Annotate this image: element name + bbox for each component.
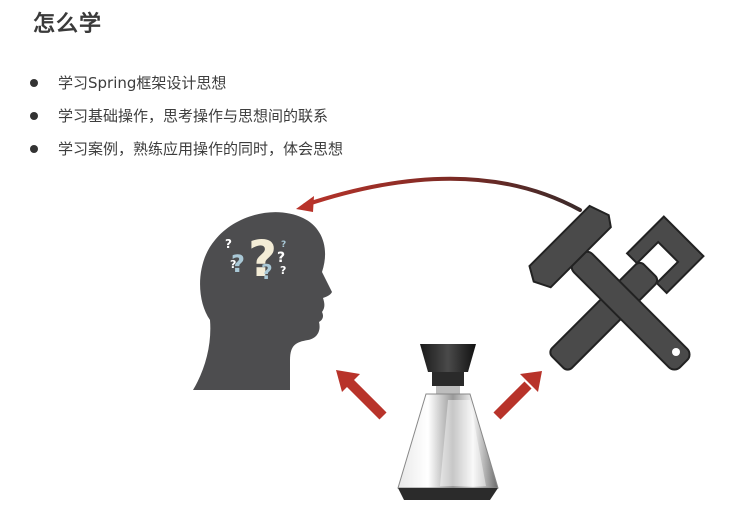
bullet-item: 学习Spring框架设计思想 xyxy=(30,66,343,99)
wrench-hammer-tools-icon xyxy=(528,204,705,371)
bullet-item: 学习案例，熟练应用操作的同时，体会思想 xyxy=(30,132,343,165)
svg-text:?: ? xyxy=(225,237,232,251)
slide-title: 怎么学 xyxy=(33,12,103,37)
svg-text:?: ? xyxy=(230,258,236,271)
arrow-to-tools xyxy=(493,371,542,420)
bullet-dot xyxy=(30,78,38,87)
svg-text:?: ? xyxy=(261,260,273,284)
svg-text:?: ? xyxy=(277,250,285,266)
arrow-to-head xyxy=(336,370,387,420)
svg-text:?: ? xyxy=(280,264,286,277)
bullet-text: 学习案例，熟练应用操作的同时，体会思想 xyxy=(58,140,344,158)
curved-arrow xyxy=(296,176,582,212)
svg-text:?: ? xyxy=(248,230,277,288)
svg-text:?: ? xyxy=(231,250,245,278)
bullet-list: 学习Spring框架设计思想 学习基础操作，思考操作与思想间的联系 学习案例，熟… xyxy=(30,66,343,165)
svg-text:?: ? xyxy=(281,240,286,250)
bullet-dot xyxy=(30,144,38,153)
bullet-item: 学习基础操作，思考操作与思想间的联系 xyxy=(30,99,343,132)
perfume-bottle-icon xyxy=(397,344,499,500)
bullet-text: 学习基础操作，思考操作与思想间的联系 xyxy=(58,107,329,125)
bullet-dot xyxy=(30,111,38,120)
bullet-text: 学习Spring框架设计思想 xyxy=(58,74,227,92)
head-with-question-marks-icon: ? ? ? ? ? ? ? ? xyxy=(193,212,332,390)
